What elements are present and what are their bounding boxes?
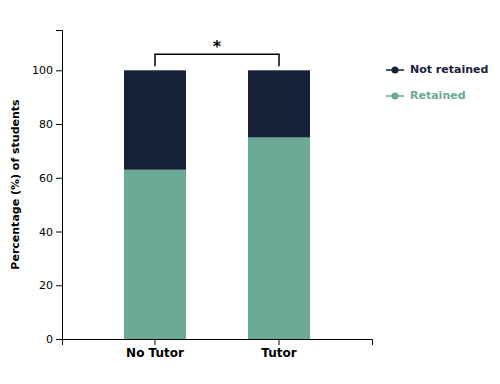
- tick: Tutor: [261, 339, 296, 360]
- tick-mark: [56, 124, 62, 125]
- axis-title: Percentage (%) of students: [9, 99, 22, 270]
- y-axis: 0 20 40 60 80 100: [32, 31, 63, 347]
- tick-mark: [56, 232, 62, 233]
- bar: [248, 137, 310, 339]
- axis-line: [63, 340, 373, 346]
- series: [124, 70, 310, 169]
- tick-label: 0: [46, 333, 53, 346]
- x-axis: No Tutor Tutor: [63, 339, 373, 360]
- legend-label: Retained: [410, 89, 466, 102]
- tick-mark: [56, 70, 62, 71]
- tick-mark: [279, 339, 280, 345]
- tick-label: 80: [39, 118, 53, 131]
- tick-mark: [155, 339, 156, 345]
- tick: 80: [39, 118, 62, 131]
- annotation: *: [213, 37, 222, 56]
- tick-label: 20: [39, 279, 53, 292]
- tick-label: 40: [39, 226, 53, 239]
- tick-label: 60: [39, 172, 53, 185]
- bar: [124, 70, 186, 169]
- tick: 0: [46, 333, 62, 346]
- bars: [124, 70, 310, 339]
- tick-mark: [56, 285, 62, 286]
- chart: 0 20 40 60 80 100 No Tutor Tutor Percentage (%) …: [0, 0, 500, 384]
- tick: 20: [39, 279, 62, 292]
- tick: 40: [39, 226, 62, 239]
- legend-swatch: [392, 93, 399, 100]
- legend-swatch: [392, 67, 399, 74]
- legend-item: Not retained: [386, 63, 488, 76]
- axis-line: [56, 31, 63, 340]
- legend: Not retained Retained: [386, 63, 488, 102]
- tick: 60: [39, 172, 62, 185]
- tick-mark: [56, 178, 62, 179]
- tick-label: Tutor: [261, 346, 296, 360]
- tick-label: No Tutor: [126, 346, 184, 360]
- legend-label: Not retained: [410, 63, 488, 76]
- tick: No Tutor: [126, 339, 184, 360]
- bar: [124, 170, 186, 339]
- legend-item: Retained: [386, 89, 466, 102]
- tick-mark: [56, 339, 62, 340]
- bar: [248, 70, 310, 137]
- tick-label: 100: [32, 64, 53, 77]
- tick: 100: [32, 64, 62, 77]
